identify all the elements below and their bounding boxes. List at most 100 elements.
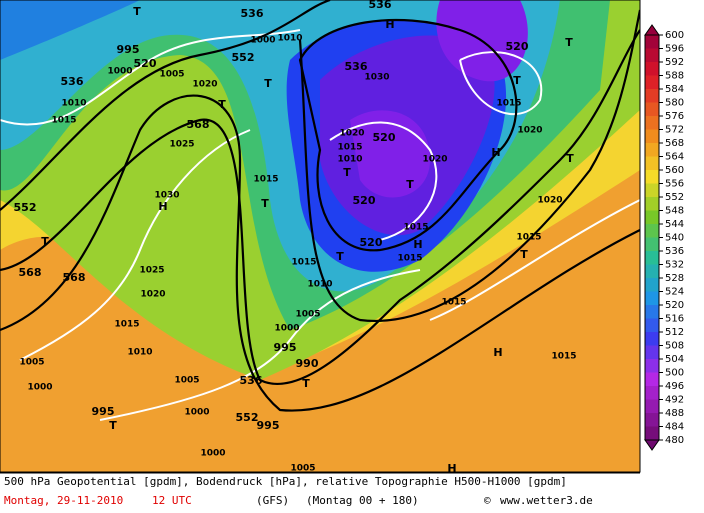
color-bar-label: 512 [665, 327, 684, 338]
color-bar-step [645, 413, 659, 427]
map-label: 1030 [364, 73, 389, 83]
color-bar-step [645, 102, 659, 116]
map-label: T [109, 419, 117, 432]
color-bar-label: 520 [665, 300, 684, 311]
map-label: 1020 [517, 126, 542, 136]
footer-run: (Montag 00 + 180) [306, 494, 419, 507]
color-bar-step [645, 359, 659, 373]
color-bar-step [645, 197, 659, 211]
map-label: H [158, 200, 167, 213]
map-label: 1015 [291, 258, 316, 268]
color-bar-step [645, 332, 659, 346]
color-bar-label: 560 [665, 165, 684, 176]
color-bar-label: 524 [665, 287, 684, 298]
color-bar-step [645, 318, 659, 332]
color-bar-step [645, 210, 659, 224]
map-label: 1010 [127, 348, 152, 358]
color-bar-step [645, 89, 659, 103]
map-label: 1020 [192, 80, 217, 90]
map-label: 995 [92, 405, 115, 418]
map-label: 1000 [274, 324, 299, 334]
map-label: T [513, 74, 521, 87]
color-bar-label: 584 [665, 84, 684, 95]
map-label: 1030 [154, 191, 179, 201]
color-bar-label: 516 [665, 314, 684, 325]
map-label: 568 [187, 118, 210, 131]
map-label: 520 [360, 236, 383, 249]
map-label: 1015 [496, 99, 521, 109]
color-bar-step [645, 170, 659, 184]
map-label: 1005 [295, 310, 320, 320]
map-label: 1010 [277, 34, 302, 44]
map-label: 1015 [114, 320, 139, 330]
color-bar-step [645, 345, 659, 359]
color-bar-step [645, 183, 659, 197]
map-label: 1000 [184, 408, 209, 418]
map-label: H [413, 238, 422, 251]
map-label: 536 [369, 0, 392, 11]
color-bar-label: 576 [665, 111, 684, 122]
color-bar-step [645, 75, 659, 89]
color-bar-step [645, 399, 659, 413]
footer-copyright: © [484, 494, 491, 507]
map-label: 1015 [337, 143, 362, 153]
color-bar-label: 568 [665, 138, 684, 149]
color-bar: 600 596 592 588 584 580 576 572 568 564 560 556 552 5… [644, 24, 684, 451]
map-label: 1015 [441, 298, 466, 308]
map-label: T [336, 250, 344, 263]
color-bar-label: 480 [665, 435, 684, 446]
map-label: T [343, 166, 351, 179]
map-label: 1015 [51, 116, 76, 126]
color-bar-step [645, 251, 659, 265]
map-label: 995 [257, 419, 280, 432]
map-label: 552 [236, 411, 259, 424]
footer-time: 12 UTC [152, 494, 192, 507]
color-bar-step [645, 48, 659, 62]
color-bar-label: 540 [665, 233, 684, 244]
map-label: 1015 [551, 352, 576, 362]
map-label: T [520, 248, 528, 261]
map-label: T [406, 178, 414, 191]
color-bar-label: 484 [665, 422, 684, 433]
map-label: 552 [232, 51, 255, 64]
map-label: H [493, 346, 502, 359]
map-label: T [41, 235, 49, 248]
map-label: 1005 [174, 376, 199, 386]
color-bar-label: 564 [665, 152, 684, 163]
color-bar-label: 488 [665, 408, 684, 419]
color-bar-step [645, 143, 659, 157]
map-label: T [302, 377, 310, 390]
color-bar-step [645, 426, 659, 440]
color-bar-step [645, 264, 659, 278]
map-label: 1010 [61, 99, 86, 109]
map-label: 1005 [159, 70, 184, 80]
map-label: 1015 [253, 175, 278, 185]
color-bar-bottom [644, 439, 660, 451]
map-label: T [218, 98, 226, 111]
map-label: T [566, 152, 574, 165]
color-bar-label: 544 [665, 219, 684, 230]
map-label: T [264, 77, 272, 90]
map-label: 990 [296, 357, 319, 370]
color-bar-step [645, 35, 659, 49]
color-bar-label: 580 [665, 98, 684, 109]
map-label: 1005 [290, 464, 315, 474]
color-bar-label: 596 [665, 44, 684, 55]
map-label: 536 [61, 75, 84, 88]
color-bar-label: 556 [665, 179, 684, 190]
map-label: H [447, 462, 456, 475]
color-bar-label: 528 [665, 273, 684, 284]
map-label: 536 [240, 374, 263, 387]
map-label: 568 [63, 271, 86, 284]
map [0, 0, 640, 472]
map-frame [0, 0, 641, 473]
map-label: 1015 [397, 254, 422, 264]
color-bar-step [645, 386, 659, 400]
color-bar-label: 508 [665, 341, 684, 352]
map-label: 552 [14, 201, 37, 214]
color-bar-step [645, 372, 659, 386]
footer-site: www.wetter3.de [500, 494, 593, 507]
color-bar-step [645, 116, 659, 130]
color-bar-step [645, 156, 659, 170]
